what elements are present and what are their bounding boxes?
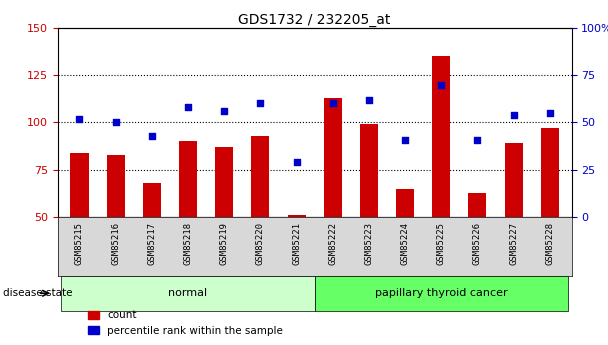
Bar <box>215 147 233 217</box>
Text: GSM85221: GSM85221 <box>292 222 301 265</box>
Text: GSM85226: GSM85226 <box>473 222 482 265</box>
Point <box>437 82 446 87</box>
Bar <box>251 136 269 217</box>
Legend: count, percentile rank within the sample: count, percentile rank within the sample <box>85 306 287 340</box>
Point <box>292 159 302 165</box>
Bar <box>541 128 559 217</box>
Text: normal: normal <box>168 288 207 298</box>
Text: GSM85225: GSM85225 <box>437 222 446 265</box>
Text: GSM85218: GSM85218 <box>184 222 193 265</box>
Bar <box>468 193 486 217</box>
Point <box>219 108 229 114</box>
Point <box>545 110 554 116</box>
Bar <box>323 98 342 217</box>
Text: GSM85224: GSM85224 <box>401 222 410 265</box>
Bar <box>432 56 451 217</box>
Text: GSM85217: GSM85217 <box>147 222 156 265</box>
Point <box>255 101 265 106</box>
Point <box>111 120 120 125</box>
Text: GSM85216: GSM85216 <box>111 222 120 265</box>
Point <box>183 105 193 110</box>
Text: GSM85223: GSM85223 <box>364 222 373 265</box>
Text: GSM85227: GSM85227 <box>509 222 518 265</box>
Text: GSM85220: GSM85220 <box>256 222 265 265</box>
Text: GSM85219: GSM85219 <box>219 222 229 265</box>
Point <box>364 97 374 102</box>
Text: papillary thyroid cancer: papillary thyroid cancer <box>375 288 508 298</box>
Bar <box>360 124 378 217</box>
Text: GSM85222: GSM85222 <box>328 222 337 265</box>
Bar <box>179 141 197 217</box>
Point <box>400 137 410 142</box>
Bar <box>71 153 89 217</box>
Point <box>509 112 519 118</box>
Bar <box>288 215 306 217</box>
Bar <box>143 183 161 217</box>
Bar <box>396 189 414 217</box>
Bar <box>315 276 568 310</box>
Text: GSM85228: GSM85228 <box>545 222 554 265</box>
Point <box>75 116 85 121</box>
Bar <box>106 155 125 217</box>
Text: GSM85215: GSM85215 <box>75 222 84 265</box>
Title: GDS1732 / 232205_at: GDS1732 / 232205_at <box>238 12 391 27</box>
Bar <box>61 276 315 310</box>
Point <box>147 133 157 138</box>
Text: disease state: disease state <box>3 288 72 298</box>
Bar <box>505 143 523 217</box>
Point <box>472 137 482 142</box>
Point <box>328 101 337 106</box>
